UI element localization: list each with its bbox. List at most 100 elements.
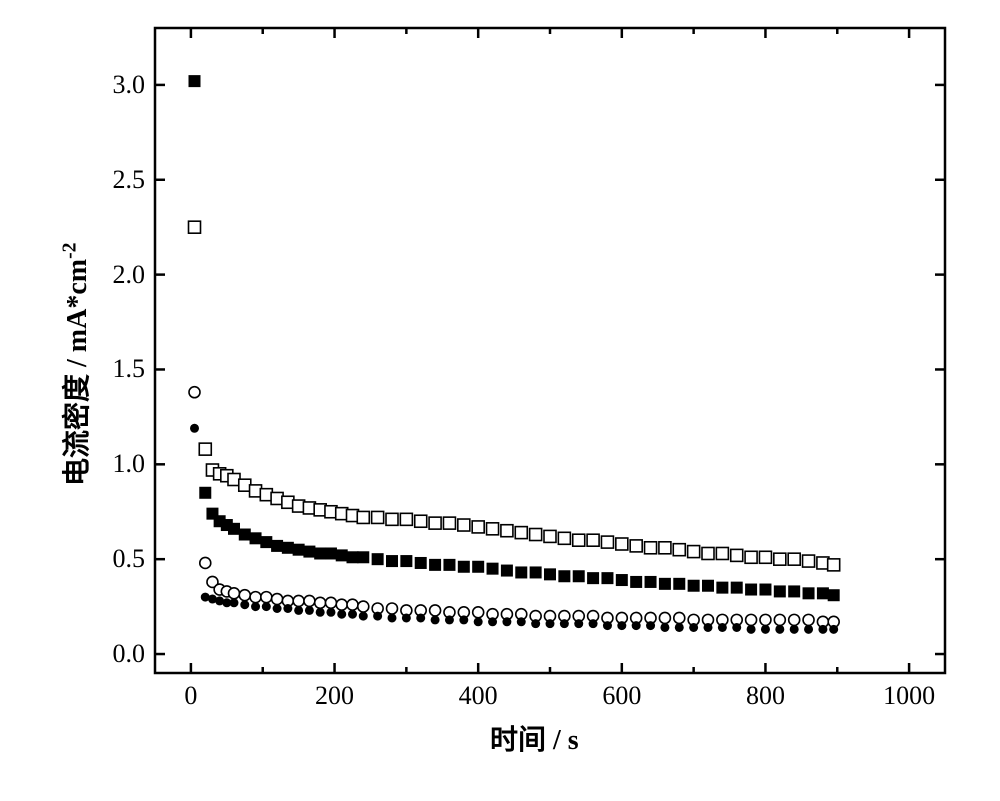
x-tick-label: 400 xyxy=(448,681,508,711)
data-point xyxy=(239,590,250,601)
data-point xyxy=(790,625,799,634)
data-point xyxy=(745,584,757,596)
data-point xyxy=(459,615,468,624)
data-point xyxy=(386,555,398,567)
data-point xyxy=(415,515,427,527)
data-point xyxy=(325,597,336,608)
data-point xyxy=(517,617,526,626)
data-point xyxy=(659,542,671,554)
data-point xyxy=(689,623,698,632)
data-point xyxy=(347,599,358,610)
data-point xyxy=(789,614,800,625)
data-point xyxy=(775,625,784,634)
data-point xyxy=(262,602,271,611)
data-point xyxy=(429,517,441,529)
data-point xyxy=(239,529,251,541)
data-point xyxy=(560,619,569,628)
data-point xyxy=(474,617,483,626)
data-point xyxy=(673,578,685,590)
data-point xyxy=(573,570,585,582)
data-point xyxy=(429,559,441,571)
data-point xyxy=(359,612,368,621)
data-point xyxy=(646,621,655,630)
data-point xyxy=(531,619,540,628)
data-point xyxy=(747,625,756,634)
data-point xyxy=(731,549,743,561)
data-point xyxy=(630,540,642,552)
data-point xyxy=(759,584,771,596)
data-point xyxy=(530,529,542,541)
data-point xyxy=(829,625,838,634)
data-point xyxy=(702,547,714,559)
y-tick-label: 2.0 xyxy=(113,260,146,290)
data-point xyxy=(402,613,411,622)
data-point xyxy=(645,576,657,588)
data-point xyxy=(250,532,262,544)
x-axis-label: 时间 / s xyxy=(490,718,579,758)
y-tick-label: 0.0 xyxy=(113,639,146,669)
data-point xyxy=(774,553,786,565)
data-point xyxy=(546,619,555,628)
data-point xyxy=(325,547,337,559)
data-point xyxy=(659,612,670,623)
data-point xyxy=(326,608,335,617)
x-tick-label: 0 xyxy=(161,681,221,711)
y-axis-label-prefix: 电流密度 / mA*cm xyxy=(62,258,93,485)
data-point xyxy=(530,566,542,578)
data-point xyxy=(199,487,211,499)
data-point xyxy=(189,75,201,87)
data-point xyxy=(304,595,315,606)
data-point xyxy=(337,610,346,619)
data-point xyxy=(316,608,325,617)
data-point xyxy=(294,606,303,615)
data-point xyxy=(716,547,728,559)
data-point xyxy=(716,582,728,594)
data-point xyxy=(818,625,827,634)
data-point xyxy=(788,553,800,565)
data-point xyxy=(400,555,412,567)
data-point xyxy=(273,604,282,613)
data-point xyxy=(358,601,369,612)
data-point xyxy=(675,623,684,632)
y-tick-label: 1.0 xyxy=(113,449,146,479)
data-point xyxy=(616,574,628,586)
data-point xyxy=(487,523,499,535)
data-point xyxy=(759,551,771,563)
data-point xyxy=(731,582,743,594)
data-point xyxy=(228,523,240,535)
data-point xyxy=(688,580,700,592)
data-point xyxy=(373,612,382,621)
x-tick-label: 200 xyxy=(305,681,365,711)
data-point xyxy=(430,605,441,616)
data-point xyxy=(645,542,657,554)
data-point xyxy=(587,572,599,584)
data-point xyxy=(774,614,785,625)
data-point xyxy=(587,534,599,546)
data-point xyxy=(660,623,669,632)
data-point xyxy=(472,561,484,573)
data-point xyxy=(472,521,484,533)
data-point xyxy=(230,598,239,607)
x-tick-label: 600 xyxy=(592,681,652,711)
data-point xyxy=(630,576,642,588)
data-point xyxy=(760,614,771,625)
data-point xyxy=(229,588,240,599)
data-point xyxy=(283,604,292,613)
data-point xyxy=(189,387,200,398)
data-point xyxy=(774,585,786,597)
data-point xyxy=(445,615,454,624)
data-point xyxy=(387,603,398,614)
data-point xyxy=(282,542,294,554)
data-point xyxy=(501,565,513,577)
data-point xyxy=(293,595,304,606)
data-point xyxy=(732,623,741,632)
data-point xyxy=(250,592,261,603)
data-point xyxy=(616,538,628,550)
data-point xyxy=(544,530,556,542)
data-point xyxy=(293,544,305,556)
data-point xyxy=(271,540,283,552)
data-point xyxy=(458,519,470,531)
data-point xyxy=(416,613,425,622)
y-tick-label: 0.5 xyxy=(113,544,146,574)
data-point xyxy=(828,559,840,571)
